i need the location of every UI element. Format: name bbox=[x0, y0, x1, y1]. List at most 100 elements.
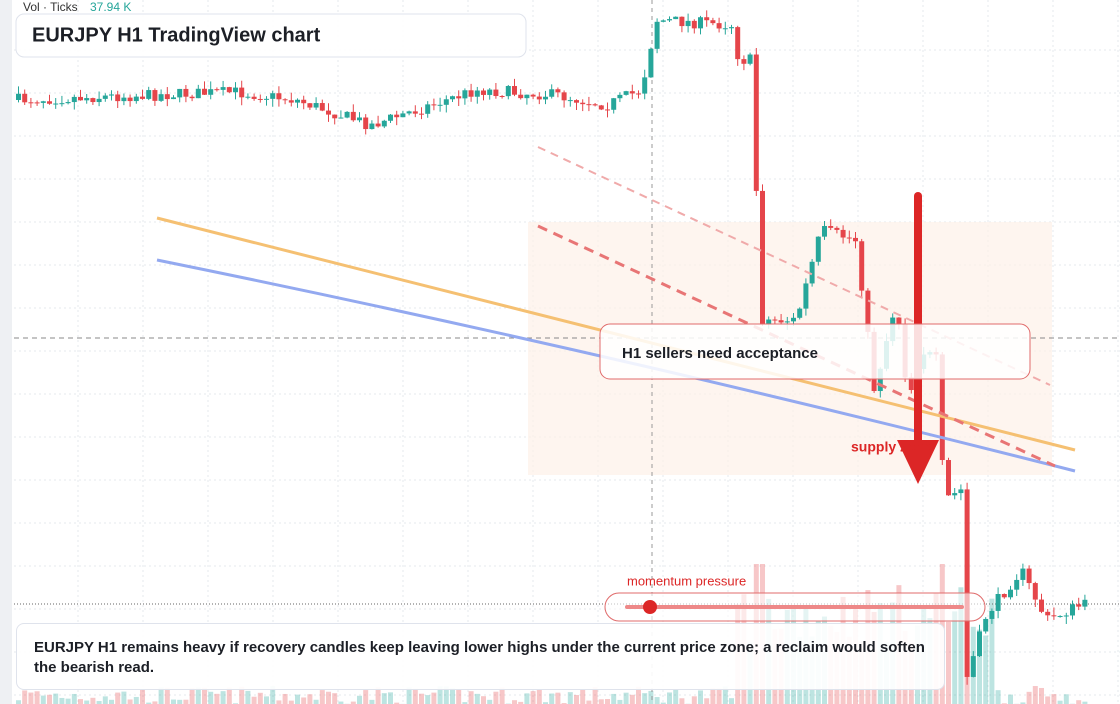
volume-bar bbox=[710, 688, 716, 704]
candle-body bbox=[896, 317, 902, 324]
candle-body bbox=[673, 16, 679, 20]
volume-bar bbox=[53, 693, 59, 704]
volume-bar bbox=[673, 688, 679, 704]
candle-body bbox=[815, 236, 821, 262]
volume-bar bbox=[1032, 686, 1038, 704]
volume-bar bbox=[257, 692, 263, 704]
candle-body bbox=[195, 88, 201, 99]
candle-body bbox=[363, 117, 369, 130]
volume-bar bbox=[574, 694, 579, 704]
candle-body bbox=[239, 87, 245, 98]
candle-body bbox=[747, 54, 753, 64]
volume-bar bbox=[183, 699, 189, 704]
candle-body bbox=[177, 88, 183, 98]
candle-body bbox=[90, 98, 96, 103]
volume-bar bbox=[1045, 696, 1051, 704]
volume-bar bbox=[270, 686, 276, 704]
candle-body bbox=[791, 317, 796, 322]
candle-body bbox=[710, 20, 716, 24]
candle-body bbox=[1014, 579, 1020, 590]
volume-bar bbox=[549, 693, 555, 704]
candle-body bbox=[946, 460, 951, 496]
candle-body bbox=[220, 87, 226, 90]
candle-body bbox=[1026, 568, 1032, 584]
volume-value: 37.94 K bbox=[90, 0, 131, 14]
candle-body bbox=[1057, 616, 1063, 618]
candle-body bbox=[164, 94, 170, 100]
candle-body bbox=[846, 237, 852, 239]
callout-box bbox=[599, 323, 1031, 380]
volume-bar bbox=[605, 699, 610, 704]
gauge-knob bbox=[643, 600, 657, 614]
candle-body bbox=[797, 308, 803, 318]
volume-bar bbox=[1026, 691, 1032, 704]
candle-body bbox=[1039, 599, 1044, 612]
candle-body bbox=[1045, 611, 1051, 616]
volume-bar bbox=[518, 701, 524, 704]
volume-bar bbox=[338, 701, 344, 704]
volume-bar bbox=[995, 690, 1001, 704]
volume-bar bbox=[295, 694, 300, 704]
volume-bar bbox=[524, 693, 530, 704]
candle-body bbox=[350, 111, 356, 121]
candle-body bbox=[158, 94, 164, 101]
candle-body bbox=[474, 90, 480, 97]
candle-body bbox=[859, 241, 865, 291]
candle-body bbox=[65, 102, 71, 104]
candle-body bbox=[586, 104, 592, 106]
candle-body bbox=[803, 283, 809, 309]
candle-body bbox=[152, 90, 158, 101]
candle-body bbox=[877, 368, 883, 392]
candle-body bbox=[1070, 604, 1075, 616]
candle-body bbox=[623, 91, 629, 95]
candle-body bbox=[487, 89, 493, 95]
candle-body bbox=[332, 114, 338, 119]
candle-body bbox=[394, 114, 400, 118]
volume-bar bbox=[443, 686, 449, 704]
candle-body bbox=[741, 59, 747, 64]
volume-bar bbox=[567, 692, 573, 704]
volume-bar bbox=[946, 621, 951, 704]
volume-bar bbox=[202, 687, 207, 704]
volume-bar bbox=[586, 700, 592, 704]
volume-bar bbox=[388, 692, 393, 704]
candle-body bbox=[735, 27, 741, 60]
candle-body bbox=[226, 87, 232, 93]
volume-bar bbox=[288, 700, 294, 704]
title: EURJPY H1 TradingView chart bbox=[32, 24, 321, 46]
volume-bar bbox=[282, 693, 288, 704]
volume-bar bbox=[611, 693, 617, 704]
candle-body bbox=[22, 93, 28, 103]
candle-body bbox=[784, 321, 790, 323]
volume-bar bbox=[983, 635, 989, 704]
candle-body bbox=[964, 489, 970, 677]
volume-bar bbox=[177, 699, 183, 704]
volume-bar bbox=[171, 699, 176, 704]
volume-bar bbox=[276, 700, 282, 704]
candle-body bbox=[605, 109, 610, 111]
volume-bar bbox=[598, 699, 604, 704]
candle-body bbox=[555, 89, 561, 93]
candle-body bbox=[71, 96, 77, 103]
volume-bar bbox=[140, 689, 145, 704]
volume-bar bbox=[1076, 700, 1082, 704]
volume-bar bbox=[127, 699, 133, 704]
volume-bar bbox=[487, 699, 493, 704]
candle-body bbox=[493, 89, 499, 97]
volume-bar bbox=[239, 686, 245, 704]
candle-body bbox=[753, 54, 759, 191]
volume-bar bbox=[90, 697, 96, 704]
candle-body bbox=[264, 98, 269, 100]
volume-bar bbox=[121, 691, 127, 704]
volume-bar bbox=[450, 688, 455, 704]
volume-bar bbox=[208, 691, 214, 704]
candle-body bbox=[319, 103, 325, 111]
callout: H1 sellers need acceptance bbox=[622, 345, 818, 362]
volume-bar bbox=[952, 611, 958, 704]
volume-bar bbox=[220, 691, 226, 704]
candle-body bbox=[828, 226, 834, 228]
candle-body bbox=[561, 92, 567, 101]
candle-body bbox=[766, 319, 772, 325]
